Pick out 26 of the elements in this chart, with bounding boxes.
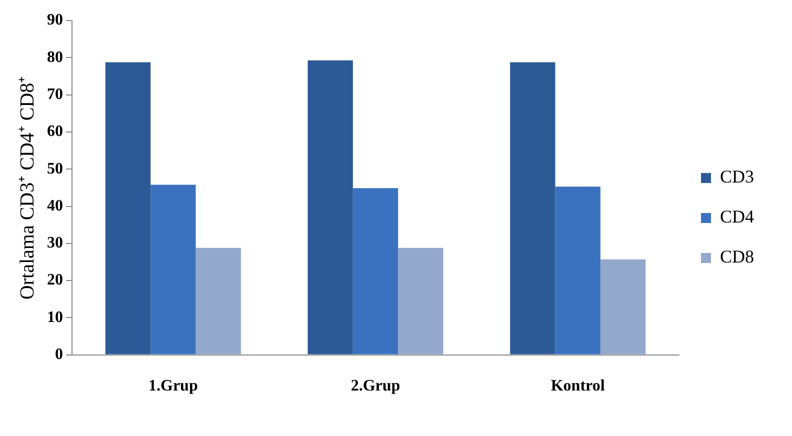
y-tick-label: 40 (47, 197, 63, 214)
x-tick-label: Kontrol (550, 378, 606, 395)
legend-label: CD4 (720, 206, 754, 227)
y-axis-title: Ortalama CD3⁺ CD4⁺ CD8⁺ (16, 76, 38, 300)
y-tick-label: 60 (47, 123, 63, 140)
x-tick-label: 1.Grup (148, 378, 198, 395)
y-tick-label: 0 (55, 346, 63, 363)
y-tick-label: 70 (47, 86, 63, 104)
bar (555, 186, 600, 354)
bar (105, 62, 151, 354)
legend-label: CD3 (720, 166, 754, 187)
bar (510, 62, 556, 354)
y-tick-label: 30 (47, 234, 63, 252)
bar (600, 259, 646, 354)
bar (352, 188, 398, 354)
legend-label: CD8 (720, 246, 754, 267)
bar (196, 248, 241, 354)
y-tick-label: 80 (47, 48, 63, 66)
x-tick-label: 2.Grup (350, 378, 400, 395)
y-tick-label: 90 (47, 12, 63, 29)
bar (150, 184, 196, 354)
bar (308, 60, 353, 354)
bar (398, 248, 444, 354)
y-tick-label: 20 (47, 272, 63, 289)
y-tick-label: 10 (47, 308, 63, 326)
y-tick-label: 50 (47, 160, 63, 178)
